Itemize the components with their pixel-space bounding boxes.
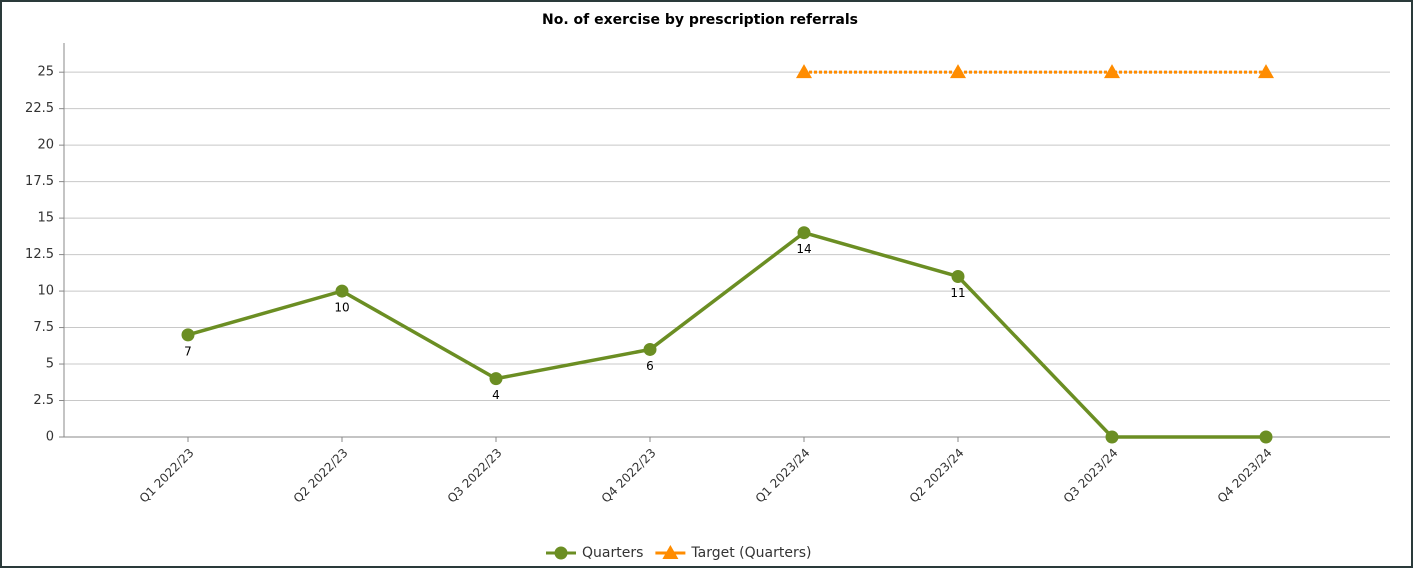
legend-label: Target (Quarters) [690, 545, 811, 561]
marker [643, 342, 657, 356]
y-tick-label: 20 [37, 138, 54, 153]
y-tick-label: 22.5 [25, 101, 54, 116]
y-tick-label: 0 [46, 430, 54, 445]
data-label: 10 [334, 301, 349, 315]
marker [951, 269, 965, 283]
chart-title: No. of exercise by prescription referral… [542, 12, 858, 28]
y-tick-label: 2.5 [33, 393, 54, 408]
marker [1258, 64, 1274, 79]
series-line [187, 230, 1266, 439]
marker [489, 372, 503, 386]
y-tick-label: 12.5 [25, 247, 54, 262]
marker [1105, 430, 1119, 444]
legend-marker [554, 546, 568, 560]
data-label: 4 [492, 388, 500, 402]
marker [1104, 64, 1120, 79]
y-tick-label: 17.5 [25, 174, 54, 189]
marker [1259, 430, 1273, 444]
legend-label: Quarters [582, 545, 643, 561]
marker [797, 226, 811, 240]
y-tick-label: 5 [46, 357, 54, 372]
legend-marker [662, 545, 679, 559]
y-tick-label: 7.5 [33, 320, 54, 335]
y-tick-label: 15 [37, 211, 54, 226]
y-tick-label: 25 [37, 65, 54, 80]
marker [335, 284, 349, 298]
y-tick-label: 10 [37, 284, 54, 299]
data-label: 11 [950, 286, 965, 300]
marker [950, 64, 966, 79]
data-label: 7 [184, 344, 192, 358]
data-label: 6 [646, 359, 654, 373]
data-label: 14 [796, 242, 811, 256]
marker [796, 64, 812, 79]
marker [181, 328, 195, 342]
